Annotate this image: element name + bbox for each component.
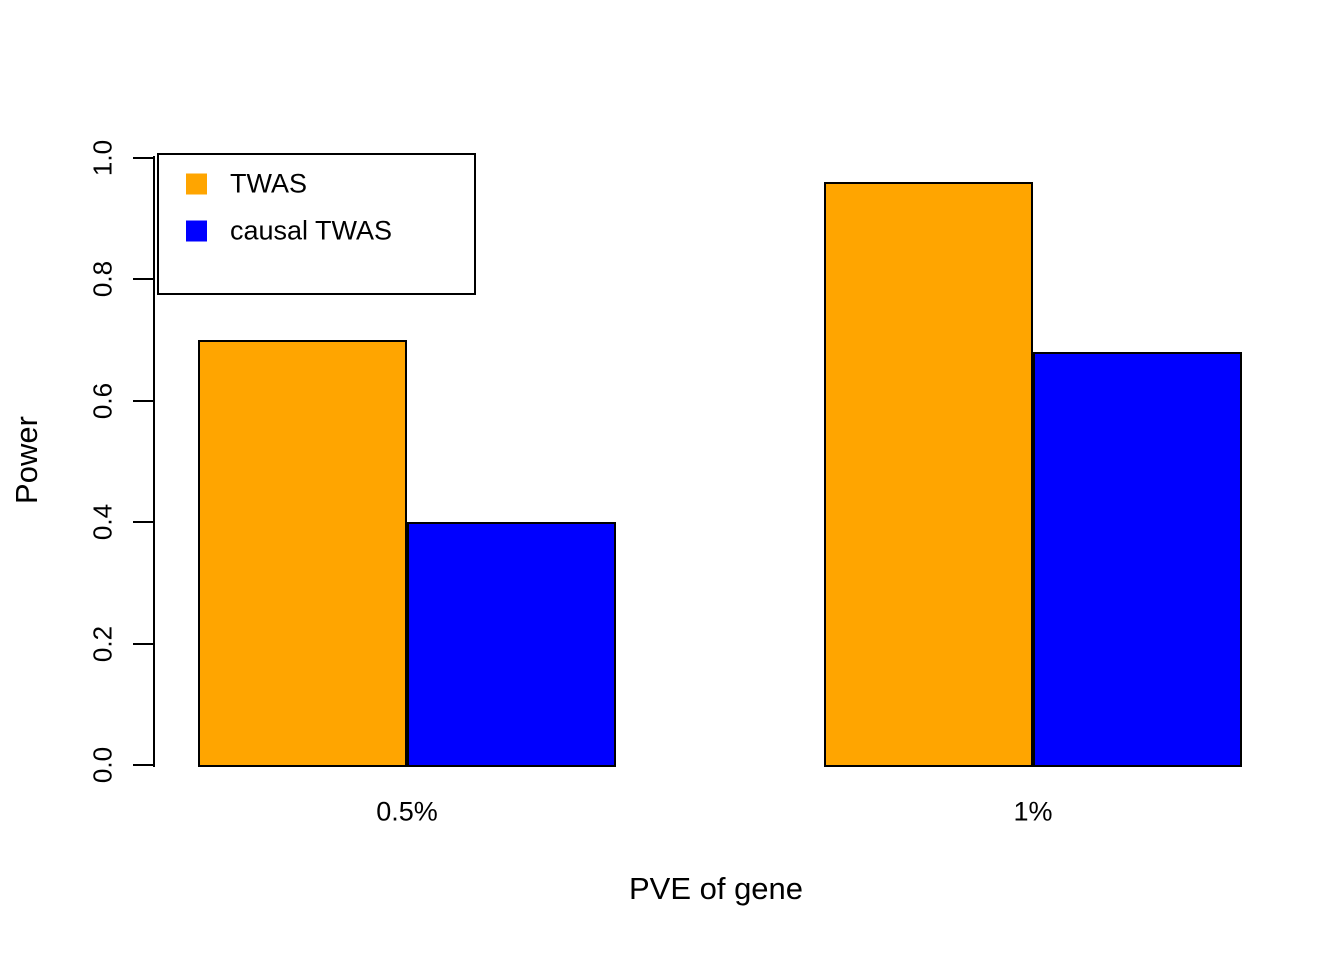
bar-twas-1pct (824, 182, 1033, 767)
legend-swatch-icon (186, 220, 207, 241)
legend-item-causal-twas: causal TWAS (159, 207, 474, 254)
y-axis-line (153, 156, 155, 767)
legend-label: causal TWAS (230, 215, 393, 245)
y-tick (133, 399, 153, 402)
bar-twas-0.5pct (198, 340, 407, 767)
legend-label: TWAS (230, 168, 307, 198)
x-axis-title: PVE of gene (628, 871, 804, 906)
legend-swatch-icon (186, 173, 207, 194)
bar-causal-twas-1pct (1033, 352, 1242, 767)
y-tick-label: 0.4 (87, 504, 118, 541)
y-tick-label: 0.8 (87, 261, 118, 298)
y-axis-title: Power (9, 416, 44, 504)
y-tick (133, 521, 153, 524)
legend-item-twas: TWAS (159, 160, 474, 207)
y-tick (133, 157, 153, 159)
y-tick-label: 0.6 (87, 382, 118, 419)
y-tick (133, 278, 153, 281)
y-tick (133, 764, 153, 766)
y-tick (133, 642, 153, 645)
bar-causal-twas-0.5pct (407, 522, 616, 767)
y-tick-label: 0.0 (87, 746, 118, 784)
y-tick-label: 1.0 (87, 139, 118, 177)
x-category-label: 1% (1013, 796, 1053, 827)
y-tick-label: 0.2 (87, 625, 118, 662)
x-category-label: 0.5% (376, 796, 438, 827)
legend: TWAS causal TWAS (157, 153, 476, 295)
